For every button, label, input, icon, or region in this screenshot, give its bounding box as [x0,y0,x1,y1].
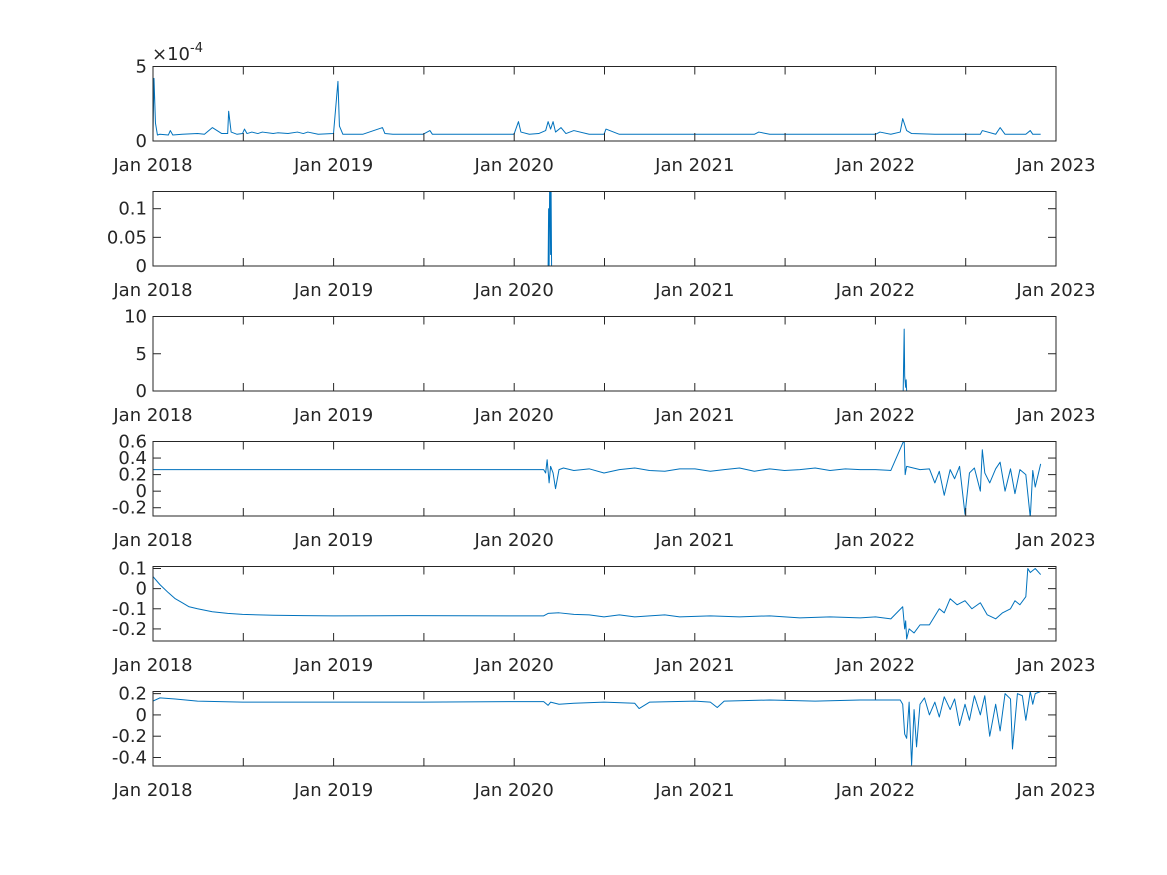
x-tick-label: Jan 2023 [1015,155,1095,176]
y-tick-label: 0 [136,705,147,726]
x-tick-label: Jan 2022 [835,780,915,801]
x-tick-label: Jan 2019 [293,155,373,176]
y-tick-label: 5 [136,344,147,365]
subplot-3: Jan 2018 Jan 2019 Jan 2020 Jan 2021 Jan 2022… [112,307,1095,427]
exponent-label: ×10-4 [152,41,203,65]
x-tick-label: Jan 2018 [112,530,192,551]
x-tick-label: Jan 2020 [474,780,554,801]
x-tick-label: Jan 2019 [293,530,373,551]
series-line [153,328,1041,391]
y-tick-label: 0.2 [118,465,147,486]
x-tick-label: Jan 2019 [293,655,373,676]
x-tick-label: Jan 2023 [1015,655,1095,676]
x-tick-label: Jan 2022 [835,530,915,551]
y-tick-label: 10 [124,307,147,328]
subplot-2: Jan 2018 Jan 2019 Jan 2020 Jan 2021 Jan 2022… [107,191,1096,301]
x-tick-label: Jan 2023 [1015,405,1095,426]
y-tick-label: 0.1 [118,559,147,580]
x-tick-label: Jan 2022 [835,280,915,301]
y-tick-label: -0.2 [112,726,147,747]
x-tick-label: Jan 2020 [474,155,554,176]
series-line [153,691,1041,766]
subplot-6: Jan 2018 Jan 2019 Jan 2020 Jan 2021 Jan 2022… [112,684,1096,801]
y-tick-label: 5 [136,57,147,78]
x-tick-label: Jan 2019 [293,780,373,801]
y-tick-label: 0.6 [118,432,147,453]
y-tick-label: 0 [136,481,147,502]
x-tick-label: Jan 2023 [1015,780,1095,801]
y-tick-label: 0.05 [107,227,147,248]
x-tick-label: Jan 2022 [835,405,915,426]
x-tick-label: Jan 2021 [654,655,734,676]
x-tick-label: Jan 2021 [654,405,734,426]
y-tick-label: 0 [136,131,147,152]
y-tick-label: -0.1 [112,599,147,620]
series-line [153,441,1042,516]
x-tick-label: Jan 2020 [474,530,554,551]
x-tick-label: Jan 2018 [112,655,192,676]
x-tick-label: Jan 2022 [835,155,915,176]
y-tick-label: 0.4 [118,448,147,469]
y-tick-label: 0 [136,381,147,402]
x-tick-label: Jan 2021 [654,780,734,801]
x-tick-label: Jan 2018 [112,405,192,426]
y-tick-label: -0.2 [112,498,147,519]
y-tick-label: 0 [136,579,147,600]
x-tick-label: Jan 2019 [293,280,373,301]
x-tick-label: Jan 2018 [112,780,192,801]
x-tick-label: Jan 2018 [112,155,192,176]
y-tick-label: 0 [136,256,147,277]
subplot-5: Jan 2018 Jan 2019 Jan 2020 Jan 2021 Jan 2022… [112,559,1096,676]
x-tick-label: Jan 2020 [474,405,554,426]
x-tick-label: Jan 2018 [112,280,192,301]
x-tick-label: Jan 2023 [1015,280,1095,301]
series-line [153,568,1042,640]
series-line [153,191,1041,266]
x-tick-label: Jan 2022 [835,655,915,676]
y-tick-label: 0.2 [118,684,147,705]
y-tick-label: 0.1 [118,199,147,220]
subplot-4: Jan 2018 Jan 2019 Jan 2020 Jan 2021 Jan 2022… [112,432,1096,552]
x-tick-label: Jan 2019 [293,405,373,426]
x-tick-label: Jan 2020 [474,655,554,676]
x-tick-label: Jan 2021 [654,530,734,551]
x-tick-label: Jan 2020 [474,280,554,301]
x-tick-label: Jan 2021 [654,280,734,301]
y-tick-label: -0.4 [112,747,147,768]
y-tick-label: -0.2 [112,619,147,640]
x-tick-label: Jan 2023 [1015,530,1095,551]
x-tick-label: Jan 2021 [654,155,734,176]
subplot-1: Jan 2018 Jan 2019 Jan 2020 Jan 2021 Jan 2022… [112,57,1095,177]
series-line [153,77,1041,136]
